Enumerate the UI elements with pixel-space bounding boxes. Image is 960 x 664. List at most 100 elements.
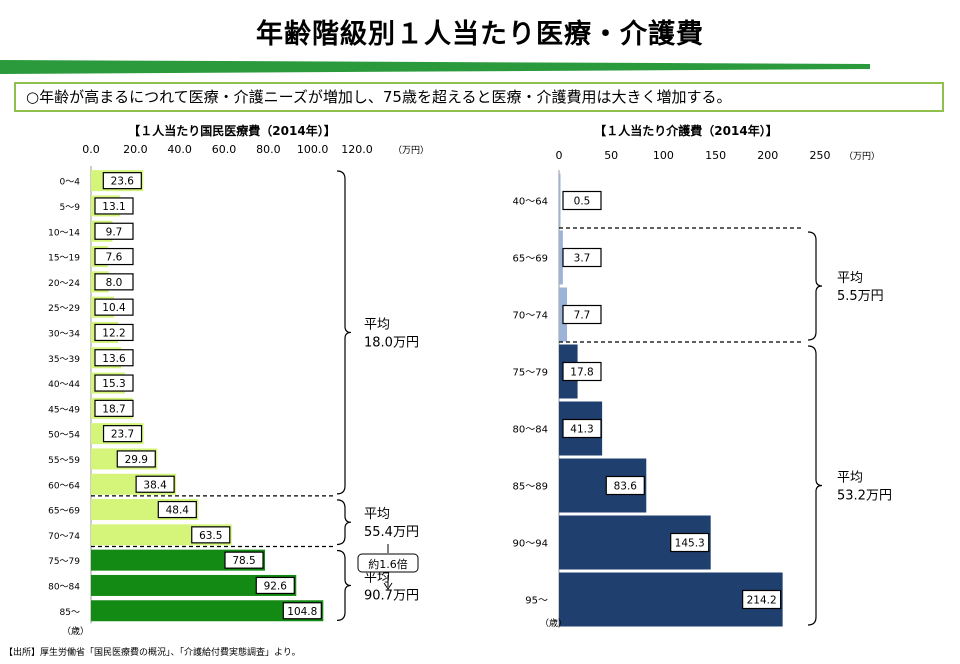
care-cost-chart: 【１人当たり介護費（2014年）】 0 50 100 150 200 250 （万円） 40～6… — [513, 123, 892, 629]
bar — [91, 600, 324, 622]
value-label-box — [135, 475, 175, 493]
category-label: 45～49 — [48, 405, 80, 415]
group-average-heading: 平均 — [364, 570, 390, 585]
category-label: 95～ — [525, 596, 548, 607]
bar — [91, 574, 297, 596]
value-label: 23.6 — [111, 176, 135, 188]
source-note: 【出所】厚生労働省「国民医療費の概況」、「介護給付費実態調査」より。 — [4, 648, 301, 658]
group-bracket — [336, 549, 352, 621]
category-label: 20～24 — [48, 279, 80, 289]
category-label: 40～64 — [513, 197, 548, 208]
bar — [559, 173, 561, 228]
value-label-box — [562, 418, 602, 439]
group-average-value: 55.4万円 — [364, 525, 419, 540]
x-tick-label: 150 — [705, 149, 726, 162]
value-label-box — [255, 576, 295, 595]
x-tick-label: 0.0 — [82, 143, 100, 156]
category-label: 5～9 — [60, 203, 81, 213]
value-label-box — [562, 190, 602, 211]
value-label: 145.3 — [675, 538, 705, 550]
category-label: 80～84 — [513, 425, 548, 436]
x-tick-label: 0 — [556, 149, 563, 162]
category-label: 65～69 — [48, 507, 80, 517]
value-label: 38.4 — [143, 479, 167, 491]
category-label: 65～69 — [513, 254, 548, 265]
category-label: 55～59 — [48, 456, 80, 466]
value-label-box — [605, 475, 645, 496]
value-label-box — [562, 247, 602, 268]
x-tick-label: 20.0 — [123, 143, 148, 156]
value-label: 9.7 — [106, 226, 123, 238]
value-label-box — [102, 172, 142, 190]
value-label: 29.9 — [125, 454, 148, 466]
value-label: 92.6 — [264, 580, 288, 592]
summary-box: ○年齢が高まるにつれて医療・介護ニーズが増加し、75歳を超えると医療・介護費用は… — [14, 82, 944, 112]
category-label: 50～54 — [48, 431, 80, 441]
value-label: 13.1 — [102, 201, 125, 213]
category-label: 70～74 — [513, 311, 548, 322]
chart-title-0: 【１人当たり国民医療費（2014年）】 — [128, 123, 335, 138]
value-label: 17.8 — [570, 367, 593, 379]
ratio-arrow-head — [383, 582, 393, 590]
x-tick-label: 250 — [810, 149, 831, 162]
unit-label: （万円） — [844, 151, 880, 162]
category-label: 40～44 — [48, 380, 80, 390]
value-label: 18.7 — [102, 403, 125, 415]
group-bracket — [336, 499, 352, 546]
value-label-box — [562, 361, 602, 382]
medical-cost-chart: 【１人当たり国民医療費（2014年）】 0.0 20.0 40.0 60.0 80.0 10… — [48, 123, 429, 637]
group-average-value: 18.0万円 — [364, 335, 419, 350]
value-label: 13.6 — [102, 353, 126, 365]
category-label: 85～ — [60, 608, 80, 618]
group-average-heading: 平均 — [364, 507, 390, 522]
category-label: 80～84 — [48, 582, 80, 592]
group-average-value: 5.5万円 — [837, 289, 884, 304]
value-label-box — [94, 349, 134, 367]
category-label: 60～64 — [48, 481, 80, 491]
x-tick-label: 60.0 — [212, 143, 237, 156]
value-label: 12.2 — [102, 327, 125, 339]
age-unit-label: （歳） — [62, 625, 89, 637]
green-header-band — [0, 60, 870, 74]
value-label-box — [94, 374, 134, 392]
group-average-heading: 平均 — [837, 271, 863, 286]
value-label-box — [742, 589, 782, 610]
x-tick-label: 50 — [604, 149, 618, 162]
value-label: 7.7 — [574, 310, 591, 322]
page-title: 年齢階級別１人当たり医療・介護費 — [256, 19, 704, 50]
value-label-box — [94, 298, 134, 316]
ratio-callout-box — [357, 553, 419, 573]
category-label: 15～19 — [48, 254, 80, 264]
x-tick-label: 80.0 — [256, 143, 281, 156]
value-label: 23.7 — [111, 429, 134, 441]
value-label-box — [94, 273, 134, 291]
category-label: 70～74 — [48, 532, 80, 542]
value-label: 104.8 — [287, 606, 317, 618]
x-tick-label: 200 — [757, 149, 778, 162]
value-label-box — [94, 247, 134, 266]
value-label: 41.3 — [570, 424, 593, 436]
chart-title-1: 【１人当たり介護費（2014年）】 — [594, 123, 777, 138]
value-label-box — [670, 532, 710, 553]
age-unit-label: （歳） — [540, 617, 567, 629]
value-label-box — [102, 425, 143, 443]
value-label-box — [282, 602, 322, 620]
value-label-box — [562, 304, 602, 325]
value-label: 7.6 — [106, 252, 123, 264]
category-label: 10～14 — [48, 228, 80, 238]
value-label-box — [94, 323, 134, 342]
value-label: 8.0 — [106, 277, 123, 289]
group-average-value: 53.2万円 — [837, 489, 892, 504]
value-label-box — [116, 450, 156, 468]
ratio-callout: 約1.6倍 — [368, 557, 408, 571]
value-label-box — [94, 197, 134, 215]
value-label: 3.7 — [574, 253, 591, 265]
value-label-box — [224, 551, 264, 569]
value-label-box — [94, 222, 134, 240]
category-label: 0～4 — [60, 178, 81, 188]
group-bracket — [807, 345, 823, 626]
category-label: 35～39 — [48, 355, 80, 365]
category-label: 75～79 — [513, 368, 548, 379]
x-tick-label: 40.0 — [167, 143, 192, 156]
